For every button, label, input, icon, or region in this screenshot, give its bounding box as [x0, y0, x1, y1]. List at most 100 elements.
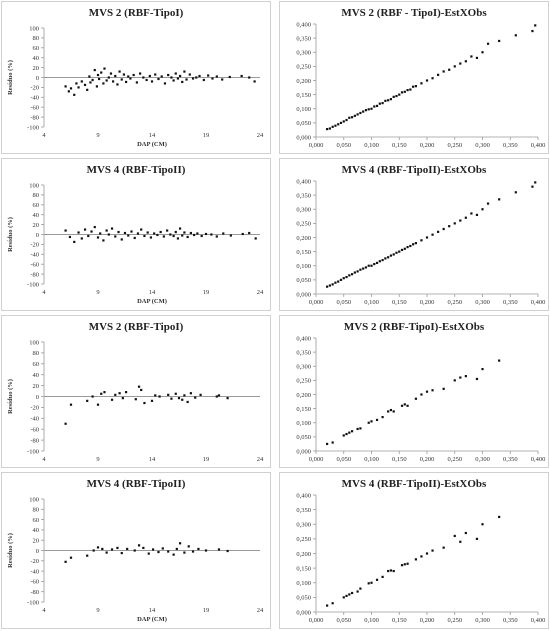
data-point — [176, 237, 180, 240]
chart-panel-7: MVS 4 (RBF-TipoII) 100 80 60 40 20 0 -20 -40 -60 -… — [1, 472, 271, 629]
y-tick-label: 40 — [33, 55, 40, 62]
x-tick-label: 0,150 — [392, 142, 407, 149]
chart-title: MVS 2 (RBF-TipoI)-EstXObs — [344, 321, 485, 333]
data-point — [448, 68, 451, 71]
data-point — [464, 375, 467, 378]
data-point — [189, 392, 192, 395]
x-tick-label: 0,200 — [420, 142, 435, 149]
data-point — [107, 233, 110, 236]
data-point — [140, 228, 143, 231]
data-point — [194, 396, 197, 399]
data-point — [367, 582, 370, 585]
y-tick-label: -60 — [30, 105, 39, 112]
data-point — [183, 394, 186, 397]
data-point — [176, 77, 180, 80]
data-point — [101, 547, 104, 551]
y-tick-label: 0,000 — [296, 291, 311, 298]
data-point — [100, 392, 103, 395]
data-point — [174, 230, 177, 234]
data-point — [400, 564, 404, 567]
data-point — [121, 397, 124, 400]
data-point — [97, 77, 101, 81]
y-tick-label: 0,050 — [296, 434, 311, 441]
data-point — [367, 421, 370, 424]
data-point — [96, 236, 100, 239]
data-point — [183, 70, 186, 73]
x-tick-label: 0,250 — [447, 456, 462, 463]
data-point — [387, 256, 390, 259]
y-tick-label: 20 — [33, 538, 40, 545]
x-tick-label: 0,400 — [531, 617, 546, 624]
data-point — [348, 116, 351, 119]
data-point — [95, 85, 99, 88]
x-tick-label: 19 — [203, 456, 210, 463]
data-point — [331, 441, 334, 444]
data-point — [420, 555, 423, 558]
y-tick-label: 0,050 — [296, 595, 311, 602]
data-point — [389, 569, 393, 572]
data-point — [348, 431, 351, 434]
data-point — [375, 261, 379, 265]
data-point — [210, 233, 213, 236]
data-point — [69, 87, 73, 90]
data-point — [204, 549, 208, 552]
y-tick-label: 0,250 — [296, 221, 311, 228]
chart-panel-2: MVS 2 (RBF - TipoI)-EstXObs 0,400 0,350 0,3… — [279, 1, 549, 154]
y-tick-label: -100 — [27, 281, 39, 288]
y-tick-label: 0,000 — [296, 448, 311, 455]
data-point — [431, 389, 434, 392]
x-tick-label: 4 — [42, 289, 46, 296]
data-point — [109, 72, 113, 75]
chart-panel-3: MVS 4 (RBF-TipoII) 100 80 60 40 20 0 -20 -40 -60 -… — [1, 158, 271, 311]
data-point — [170, 76, 173, 79]
data-point — [122, 73, 126, 76]
chart-title: MVS 4 (RBF-TipoII) — [87, 478, 186, 490]
y-tick-label: 0,300 — [296, 522, 311, 529]
data-point — [91, 78, 94, 82]
x-tick-label: 0,300 — [475, 617, 490, 624]
data-point — [100, 71, 103, 74]
data-point — [148, 74, 151, 78]
data-point — [103, 67, 106, 70]
data-point — [370, 107, 373, 110]
data-point — [96, 546, 100, 549]
x-tick-label: 4 — [42, 456, 46, 463]
y-tick-label: -20 — [30, 558, 39, 565]
data-point — [345, 594, 348, 598]
chart-panel-5: MVS 2 (RBF-TipoI) 100 80 60 40 20 0 -20 -40 -60 -8… — [1, 315, 271, 468]
data-point — [118, 392, 121, 395]
data-point — [345, 118, 348, 122]
data-point — [120, 238, 123, 241]
data-point — [64, 229, 67, 232]
data-point — [375, 104, 379, 108]
chart-svg: MVS 4 (RBF-TipoII) 100 80 60 40 20 0 -20 -40 -60 -… — [7, 164, 264, 305]
y-tick-label: -20 — [30, 242, 39, 249]
data-point — [345, 432, 348, 436]
data-point — [339, 121, 343, 124]
y-tick-label: 20 — [33, 65, 40, 72]
data-point — [174, 392, 177, 395]
x-tick-label: 0,300 — [475, 456, 490, 463]
x-tick-label: 0,100 — [364, 299, 379, 306]
chart-svg: MVS 4 (RBF-TipoII) 100 80 60 40 20 0 -20 -40 -60 -… — [7, 478, 264, 623]
data-point — [486, 202, 490, 205]
data-point — [392, 569, 395, 573]
data-point — [75, 82, 78, 85]
data-point — [123, 231, 127, 235]
data-point — [154, 73, 157, 76]
data-point — [359, 111, 362, 115]
data-point — [226, 397, 229, 400]
data-point — [342, 277, 345, 280]
data-point — [414, 85, 417, 88]
data-point — [356, 270, 359, 273]
x-tick-label: 19 — [203, 289, 210, 296]
chart-title: MVS 2 (RBF-TipoI) — [89, 7, 184, 19]
data-point — [389, 408, 393, 412]
chart-panel-8: MVS 4 (RBF-TipoII)-EstXObs 0,400 0,350 0,30… — [279, 472, 549, 629]
y-tick-label: 0,200 — [296, 78, 311, 85]
data-point — [129, 77, 132, 80]
data-point — [172, 553, 175, 556]
y-tick-label: 0,150 — [296, 406, 311, 413]
x-tick-label: 0,250 — [447, 299, 462, 306]
data-point — [185, 78, 188, 81]
